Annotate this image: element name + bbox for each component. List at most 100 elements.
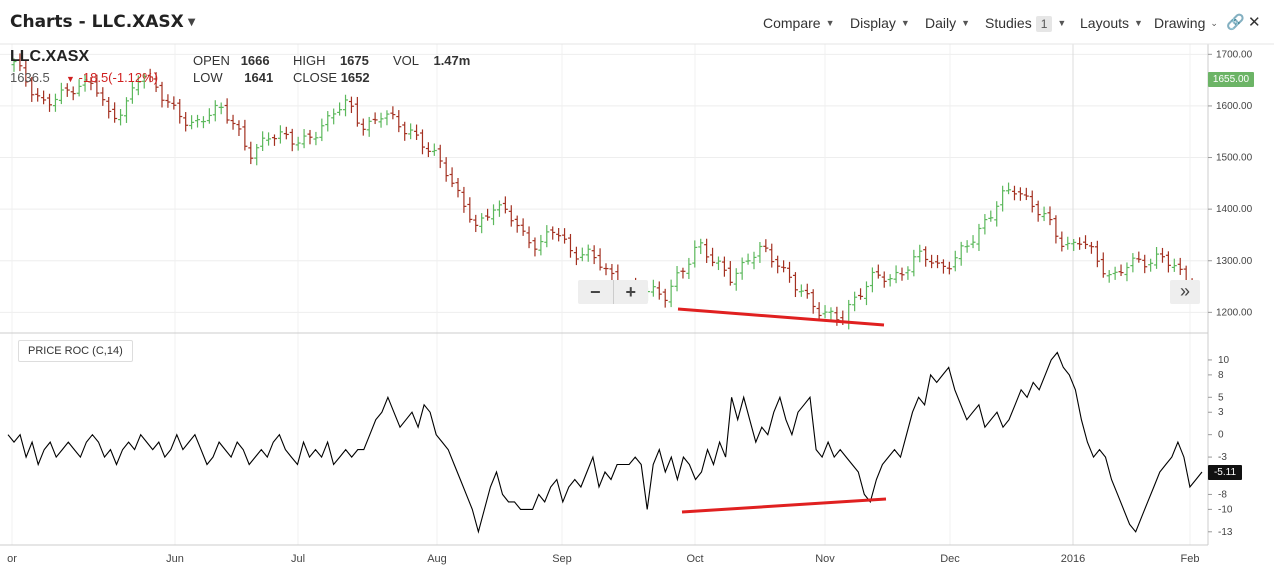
- price-bar: [11, 58, 17, 72]
- roc-line: [7, 351, 1203, 534]
- price-bar: [579, 247, 585, 262]
- layouts-label: Layouts: [1080, 15, 1130, 31]
- price-bar: [532, 237, 538, 257]
- price-bar: [431, 143, 437, 156]
- price-bar: [147, 68, 153, 83]
- price-bar: [917, 244, 923, 263]
- price-bar: [177, 98, 183, 124]
- interval-menu[interactable]: Daily ▼: [925, 15, 970, 31]
- link-icon[interactable]: 🔗: [1226, 14, 1245, 31]
- display-menu[interactable]: Display ▼: [850, 15, 910, 31]
- close-icon[interactable]: ✕: [1248, 14, 1261, 31]
- price-tick-label: 1400.00: [1216, 204, 1253, 215]
- price-bar: [976, 223, 982, 251]
- price-bar: [260, 131, 266, 152]
- price-bar: [869, 267, 875, 293]
- price-tick-label: 1600.00: [1216, 101, 1253, 112]
- price-bar: [1017, 187, 1023, 201]
- compare-label: Compare: [763, 15, 821, 31]
- price-bar: [905, 266, 911, 280]
- price-bar: [414, 124, 420, 140]
- price-bar: [988, 210, 994, 222]
- price-bar: [479, 213, 485, 234]
- price-bar: [35, 88, 41, 102]
- price-bar: [781, 260, 787, 273]
- price-bar: [248, 141, 254, 165]
- price-bar: [29, 77, 35, 102]
- studies-menu[interactable]: Studies 1 ▼: [985, 15, 1066, 32]
- chart-title-menu[interactable]: Charts - LLC.XASX ▼: [10, 12, 196, 32]
- display-label: Display: [850, 15, 896, 31]
- price-bar: [165, 94, 171, 108]
- price-bar: [940, 259, 946, 274]
- layouts-menu[interactable]: Layouts ▼: [1080, 15, 1143, 31]
- price-bar: [425, 142, 431, 158]
- price-bar: [1023, 187, 1029, 201]
- price-bar: [206, 108, 212, 124]
- roc-tick-label: -10: [1218, 504, 1233, 515]
- vol-field: VOL 1.47m: [393, 53, 471, 68]
- studies-count-badge: 1: [1035, 16, 1053, 32]
- open-field: OPEN 1666: [193, 53, 270, 68]
- compare-menu[interactable]: Compare ▼: [763, 15, 835, 31]
- price-bar: [1154, 246, 1160, 269]
- price-bar: [449, 167, 455, 188]
- price-bar: [1053, 215, 1059, 244]
- price-bar: [923, 246, 929, 267]
- price-bar: [751, 251, 757, 270]
- price-bar: [852, 291, 858, 312]
- zoom-out-button[interactable]: −: [589, 282, 601, 302]
- price-bar: [171, 96, 177, 110]
- price-bar: [230, 114, 236, 130]
- price-bar: [863, 281, 869, 306]
- price-bar: [567, 233, 573, 258]
- price-bar: [935, 255, 941, 269]
- price-bar: [461, 186, 467, 213]
- price-bar: [964, 240, 970, 253]
- price-bar: [1065, 236, 1071, 250]
- price-bar: [129, 81, 135, 104]
- month-label: 2016: [1061, 553, 1085, 565]
- price-bar: [112, 102, 118, 123]
- drawing-label: Drawing: [1154, 15, 1206, 31]
- price-bar: [52, 93, 58, 112]
- price-bar: [958, 241, 964, 266]
- drawing-menu[interactable]: Drawing ⌄: [1154, 15, 1218, 31]
- price-bar: [354, 96, 360, 127]
- price-bar: [881, 271, 887, 288]
- price-bar: [1000, 185, 1006, 212]
- price-bar: [100, 87, 106, 106]
- study-label-button[interactable]: PRICE ROC (C,14): [18, 340, 133, 362]
- price-bar: [1088, 241, 1094, 254]
- zoom-in-button[interactable]: +: [625, 282, 636, 302]
- roc-tick-label: 8: [1218, 370, 1224, 381]
- scroll-right-button[interactable]: »: [1170, 280, 1200, 304]
- studies-label: Studies: [985, 15, 1032, 31]
- price-bar: [295, 136, 301, 151]
- price-bar: [591, 245, 597, 265]
- price-bar: [1077, 237, 1083, 250]
- price-bar: [668, 279, 674, 308]
- price-bar: [846, 299, 852, 330]
- price-bar: [378, 112, 384, 128]
- low-field: LOW 1641: [193, 70, 274, 85]
- price-bar: [82, 74, 88, 92]
- price-bar: [1136, 251, 1142, 263]
- chart-grid: [0, 44, 1208, 545]
- price-bar: [970, 235, 976, 249]
- price-bar: [715, 256, 721, 271]
- price-bar: [1118, 264, 1124, 277]
- price-bar: [491, 204, 497, 226]
- price-bar: [277, 125, 283, 144]
- price-bar: [123, 97, 129, 123]
- price-bar: [544, 225, 550, 248]
- price-bar: [887, 274, 893, 287]
- month-label: Nov: [815, 553, 835, 565]
- price-bar: [662, 288, 668, 308]
- price-bar: [686, 257, 692, 280]
- price-bar: [1106, 270, 1112, 283]
- price-bar: [520, 218, 526, 236]
- price-bar: [1035, 200, 1041, 222]
- price-bar: [58, 82, 64, 105]
